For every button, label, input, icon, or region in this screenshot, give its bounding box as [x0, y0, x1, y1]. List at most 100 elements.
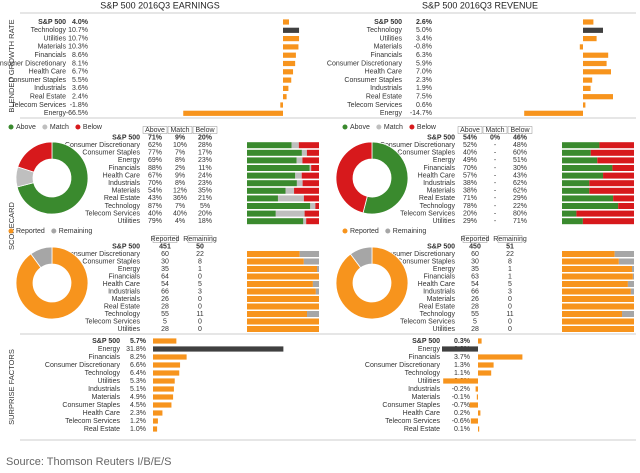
category-label: Consumer Staples	[397, 150, 455, 157]
stacked-segment	[247, 318, 319, 325]
category-label: Consumer Staples	[82, 150, 140, 157]
column-header: Reported	[461, 236, 490, 243]
value-label: 4.5%	[130, 402, 146, 409]
stacked-segment	[294, 187, 319, 194]
stacked-segment	[562, 273, 633, 280]
cell-value: 0	[508, 318, 512, 325]
value-label: 6.7%	[72, 69, 88, 76]
stacked-segment	[315, 203, 319, 209]
stacked-segment	[247, 288, 316, 295]
stacked-segment	[307, 311, 319, 317]
category-label: Utilities	[43, 35, 66, 42]
cell-value: 30	[471, 258, 479, 265]
cell-value: -	[494, 180, 497, 187]
category-label: Energy	[98, 346, 121, 353]
stacked-segment	[614, 251, 634, 257]
stacked-segment	[247, 258, 304, 265]
value-label: 1.9%	[416, 85, 432, 92]
column-header: Above	[145, 127, 165, 134]
bar	[153, 378, 175, 384]
category-label: Consumer Discretionary	[380, 251, 456, 258]
column-header: Match	[170, 127, 189, 134]
stacked-segment	[296, 157, 303, 164]
category-label: Technology	[405, 370, 441, 377]
category-label: Financials	[423, 273, 455, 280]
value-label: 7.0%	[416, 69, 432, 76]
legend-marker	[8, 124, 14, 130]
bar	[583, 60, 607, 67]
cell-value: -	[494, 150, 497, 157]
column-header: Below	[510, 127, 530, 134]
value-label: 1.0%	[130, 426, 146, 433]
category-label: Health Care	[103, 281, 140, 288]
cell-value: 40%	[173, 210, 187, 217]
bar	[153, 346, 284, 352]
category-label: Financials	[34, 52, 66, 59]
bar	[153, 354, 187, 360]
stacked-segment	[275, 210, 305, 217]
legend-marker	[51, 228, 57, 234]
stacked-segment	[247, 165, 310, 171]
value-label: 10.3%	[68, 44, 88, 51]
bar	[469, 402, 478, 408]
category-label: Energy	[418, 346, 441, 353]
category-label: Telecom Services	[85, 210, 140, 217]
stacked-segment	[618, 203, 634, 209]
stacked-segment	[589, 187, 634, 194]
category-label: Telecom Services	[400, 210, 455, 217]
stacked-segment	[247, 296, 319, 302]
category-label: Utilities	[379, 35, 402, 42]
legend-label: Match	[384, 124, 403, 131]
stacked-segment	[562, 258, 619, 265]
stacked-segment	[298, 142, 319, 149]
legend-marker	[342, 228, 348, 234]
legend-marker	[42, 124, 48, 130]
stacked-segment	[562, 303, 634, 310]
bar	[443, 378, 478, 384]
value-label: 6.4%	[130, 370, 146, 377]
category-label: Industrials	[423, 288, 455, 295]
cell-value: 70%	[463, 165, 477, 172]
category-label: S&P 500	[92, 338, 120, 345]
value-label: 7.5%	[416, 94, 432, 101]
cell-value: 28%	[198, 142, 212, 149]
category-label: Industrials	[408, 386, 440, 393]
header-cell	[167, 126, 193, 134]
category-label: Financials	[88, 354, 120, 361]
cell-value: 23%	[198, 157, 212, 164]
category-label: Energy	[118, 266, 141, 273]
legend-label: Below	[83, 124, 103, 131]
stacked-segment	[303, 258, 319, 265]
value-label: -66.5%	[66, 110, 88, 117]
column-header: Reported	[151, 236, 180, 243]
category-label: S&P 500	[112, 134, 140, 141]
bar	[283, 36, 300, 42]
category-label: Technology	[105, 203, 141, 210]
value-label: -0.2%	[452, 386, 470, 393]
cell-value: 18%	[198, 218, 212, 225]
value-label: 2.4%	[72, 94, 88, 101]
legend-marker	[8, 228, 14, 234]
category-label: S&P 500	[112, 243, 140, 250]
cell-value: 36%	[173, 195, 187, 202]
bar	[583, 27, 603, 33]
cell-value: 24%	[198, 172, 212, 179]
stacked-segment	[562, 157, 598, 164]
cell-value: 35%	[198, 188, 212, 195]
cell-value: 26	[471, 296, 479, 303]
cell-value: 1	[508, 273, 512, 280]
bar	[283, 94, 287, 100]
legend-marker	[409, 124, 415, 130]
cell-value: 88%	[148, 165, 162, 172]
category-label: Utilities	[97, 378, 120, 385]
cell-value: 60%	[513, 150, 527, 157]
bar	[478, 426, 480, 432]
category-label: Telecom Services	[400, 318, 455, 325]
category-label: Health Care	[418, 172, 455, 179]
value-label: 5.0%	[416, 27, 432, 34]
stacked-segment	[562, 142, 600, 149]
cell-value: 54%	[463, 134, 478, 141]
cell-value: 0	[198, 303, 202, 310]
stacked-segment	[599, 142, 634, 149]
stacked-segment	[299, 251, 319, 257]
